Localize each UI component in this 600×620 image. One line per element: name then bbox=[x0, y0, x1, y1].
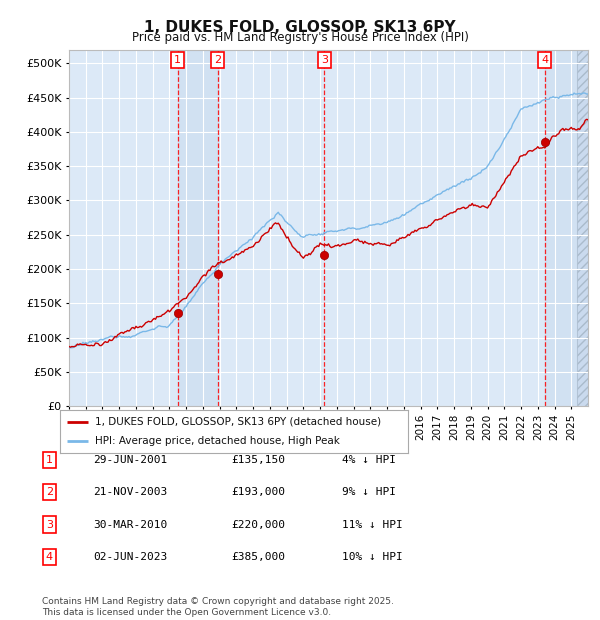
Text: 3: 3 bbox=[321, 55, 328, 65]
Text: 1, DUKES FOLD, GLOSSOP, SK13 6PY (detached house): 1, DUKES FOLD, GLOSSOP, SK13 6PY (detach… bbox=[95, 417, 381, 427]
Text: 4% ↓ HPI: 4% ↓ HPI bbox=[342, 455, 396, 465]
Text: £193,000: £193,000 bbox=[231, 487, 285, 497]
Text: 10% ↓ HPI: 10% ↓ HPI bbox=[342, 552, 403, 562]
Text: 2: 2 bbox=[46, 487, 53, 497]
Text: Price paid vs. HM Land Registry's House Price Index (HPI): Price paid vs. HM Land Registry's House … bbox=[131, 31, 469, 44]
Bar bbox=[545, 50, 588, 406]
Bar bbox=[577, 50, 590, 406]
Text: 2: 2 bbox=[214, 55, 221, 65]
Bar bbox=[577, 50, 590, 406]
Text: 29-JUN-2001: 29-JUN-2001 bbox=[93, 455, 167, 465]
Text: 1, DUKES FOLD, GLOSSOP, SK13 6PY: 1, DUKES FOLD, GLOSSOP, SK13 6PY bbox=[144, 20, 456, 35]
Text: 3: 3 bbox=[46, 520, 53, 529]
Text: 9% ↓ HPI: 9% ↓ HPI bbox=[342, 487, 396, 497]
Text: £135,150: £135,150 bbox=[231, 455, 285, 465]
Text: Contains HM Land Registry data © Crown copyright and database right 2025.
This d: Contains HM Land Registry data © Crown c… bbox=[42, 598, 394, 617]
Text: 11% ↓ HPI: 11% ↓ HPI bbox=[342, 520, 403, 529]
Text: £220,000: £220,000 bbox=[231, 520, 285, 529]
Text: HPI: Average price, detached house, High Peak: HPI: Average price, detached house, High… bbox=[95, 436, 340, 446]
Text: 30-MAR-2010: 30-MAR-2010 bbox=[93, 520, 167, 529]
Text: 02-JUN-2023: 02-JUN-2023 bbox=[93, 552, 167, 562]
Text: £385,000: £385,000 bbox=[231, 552, 285, 562]
Text: 1: 1 bbox=[174, 55, 181, 65]
Text: 1: 1 bbox=[46, 455, 53, 465]
Bar bbox=[178, 50, 218, 406]
Text: 4: 4 bbox=[541, 55, 548, 65]
Text: 4: 4 bbox=[46, 552, 53, 562]
Text: 21-NOV-2003: 21-NOV-2003 bbox=[93, 487, 167, 497]
